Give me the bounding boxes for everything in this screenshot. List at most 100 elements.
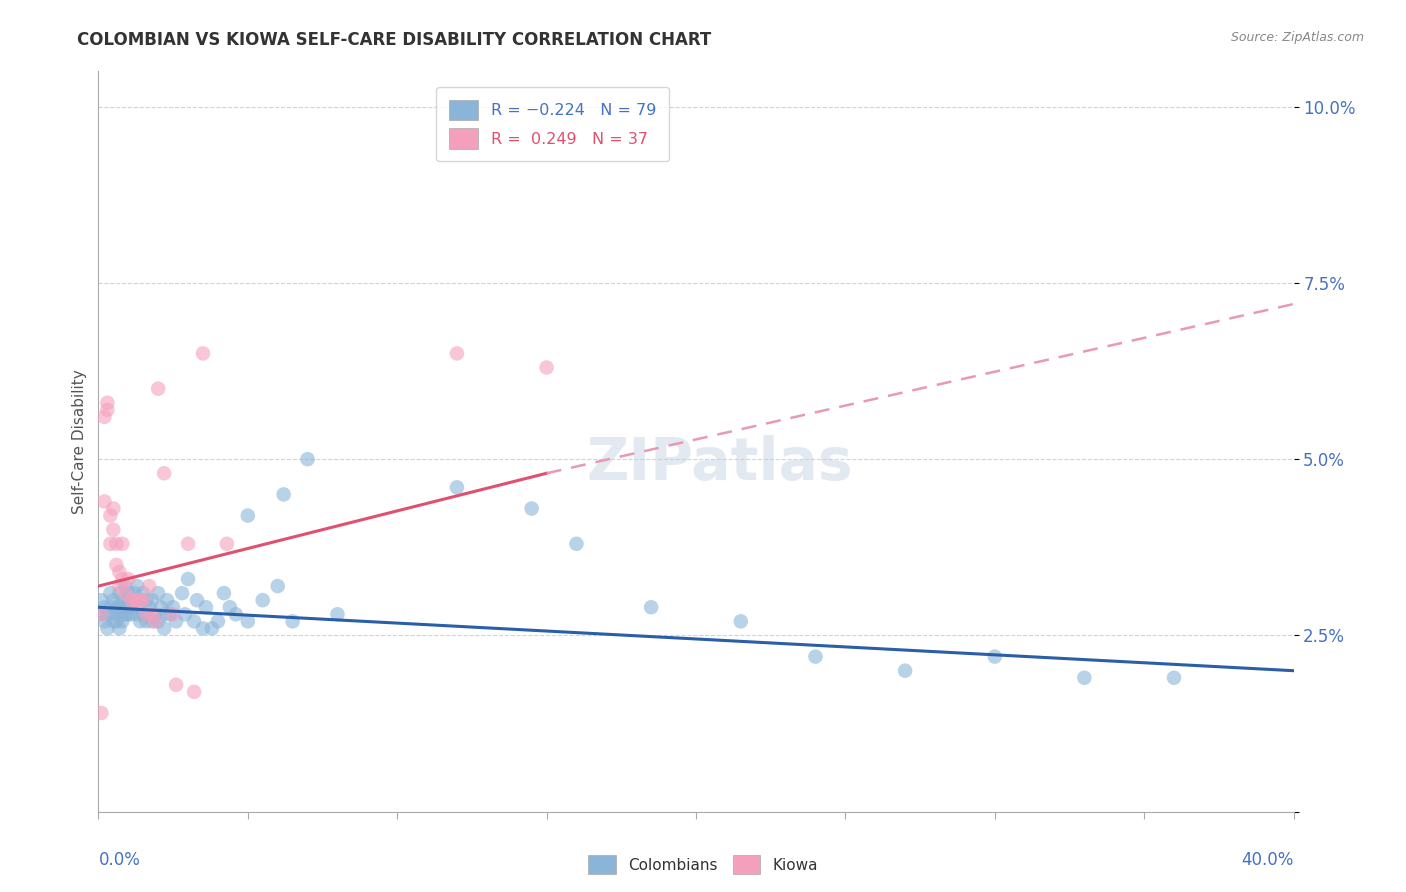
Point <box>165 678 187 692</box>
Point <box>135 593 157 607</box>
Point <box>105 600 128 615</box>
Point <box>215 537 238 551</box>
Point <box>129 615 152 629</box>
Point <box>183 685 205 699</box>
Point <box>96 621 118 635</box>
Point <box>117 593 139 607</box>
Text: 0.0%: 0.0% <box>98 851 141 869</box>
Point <box>153 467 176 481</box>
Point <box>117 586 139 600</box>
Text: ZIPatlas: ZIPatlas <box>586 435 853 492</box>
Point <box>96 402 118 417</box>
Point <box>114 579 136 593</box>
Point <box>150 600 173 615</box>
Point <box>195 600 218 615</box>
Point <box>273 487 295 501</box>
Point <box>141 607 163 622</box>
Point <box>108 600 131 615</box>
Point <box>207 615 229 629</box>
Point <box>105 558 128 572</box>
Point <box>267 579 290 593</box>
Point <box>156 593 179 607</box>
Point <box>114 600 136 615</box>
Point <box>127 607 149 622</box>
Point <box>111 572 134 586</box>
Point <box>281 615 304 629</box>
Point <box>446 480 468 494</box>
Point <box>1163 671 1185 685</box>
Point <box>132 607 155 622</box>
Point <box>124 586 146 600</box>
Point <box>177 572 200 586</box>
Point <box>129 593 152 607</box>
Point <box>120 607 142 622</box>
Point <box>191 621 214 635</box>
Point <box>183 615 205 629</box>
Point <box>252 593 274 607</box>
Point <box>108 565 131 579</box>
Point <box>132 586 155 600</box>
Point <box>730 615 752 629</box>
Point <box>129 600 152 615</box>
Point <box>114 586 136 600</box>
Point <box>108 586 131 600</box>
Point <box>127 593 149 607</box>
Point <box>105 537 128 551</box>
Point <box>143 607 166 622</box>
Point <box>108 621 131 635</box>
Point <box>141 593 163 607</box>
Point <box>186 593 208 607</box>
Point <box>114 607 136 622</box>
Point <box>98 537 122 551</box>
Point <box>98 508 122 523</box>
Point <box>236 615 259 629</box>
Text: COLOMBIAN VS KIOWA SELF-CARE DISABILITY CORRELATION CHART: COLOMBIAN VS KIOWA SELF-CARE DISABILITY … <box>77 31 711 49</box>
Point <box>111 537 134 551</box>
Point <box>93 615 115 629</box>
Point <box>98 600 122 615</box>
Point <box>236 508 259 523</box>
Point <box>90 607 112 622</box>
Point <box>565 537 588 551</box>
Point <box>103 501 125 516</box>
Point <box>148 382 170 396</box>
Point <box>520 501 543 516</box>
Point <box>120 600 142 615</box>
Point <box>96 607 118 622</box>
Point <box>172 586 194 600</box>
Point <box>124 593 146 607</box>
Point <box>326 607 349 622</box>
Point <box>138 600 160 615</box>
Text: 40.0%: 40.0% <box>1241 851 1294 869</box>
Point <box>117 572 139 586</box>
Point <box>297 452 319 467</box>
Point <box>135 607 157 622</box>
Point <box>225 607 247 622</box>
Point <box>640 600 662 615</box>
Point <box>103 615 125 629</box>
Point <box>117 607 139 622</box>
Point <box>90 593 112 607</box>
Point <box>174 607 197 622</box>
Point <box>201 621 224 635</box>
Point <box>138 579 160 593</box>
Point <box>103 593 125 607</box>
Point <box>108 579 131 593</box>
Legend: Colombians, Kiowa: Colombians, Kiowa <box>582 849 824 880</box>
Point <box>90 706 112 720</box>
Point <box>212 586 235 600</box>
Point <box>153 607 176 622</box>
Point <box>159 607 181 622</box>
Point <box>111 607 134 622</box>
Point <box>162 600 184 615</box>
Point <box>124 593 146 607</box>
Point <box>162 607 184 622</box>
Point <box>132 593 155 607</box>
Point <box>984 649 1007 664</box>
Point <box>120 593 142 607</box>
Point <box>148 586 170 600</box>
Point <box>191 346 214 360</box>
Point <box>148 615 170 629</box>
Point <box>219 600 242 615</box>
Point <box>804 649 827 664</box>
